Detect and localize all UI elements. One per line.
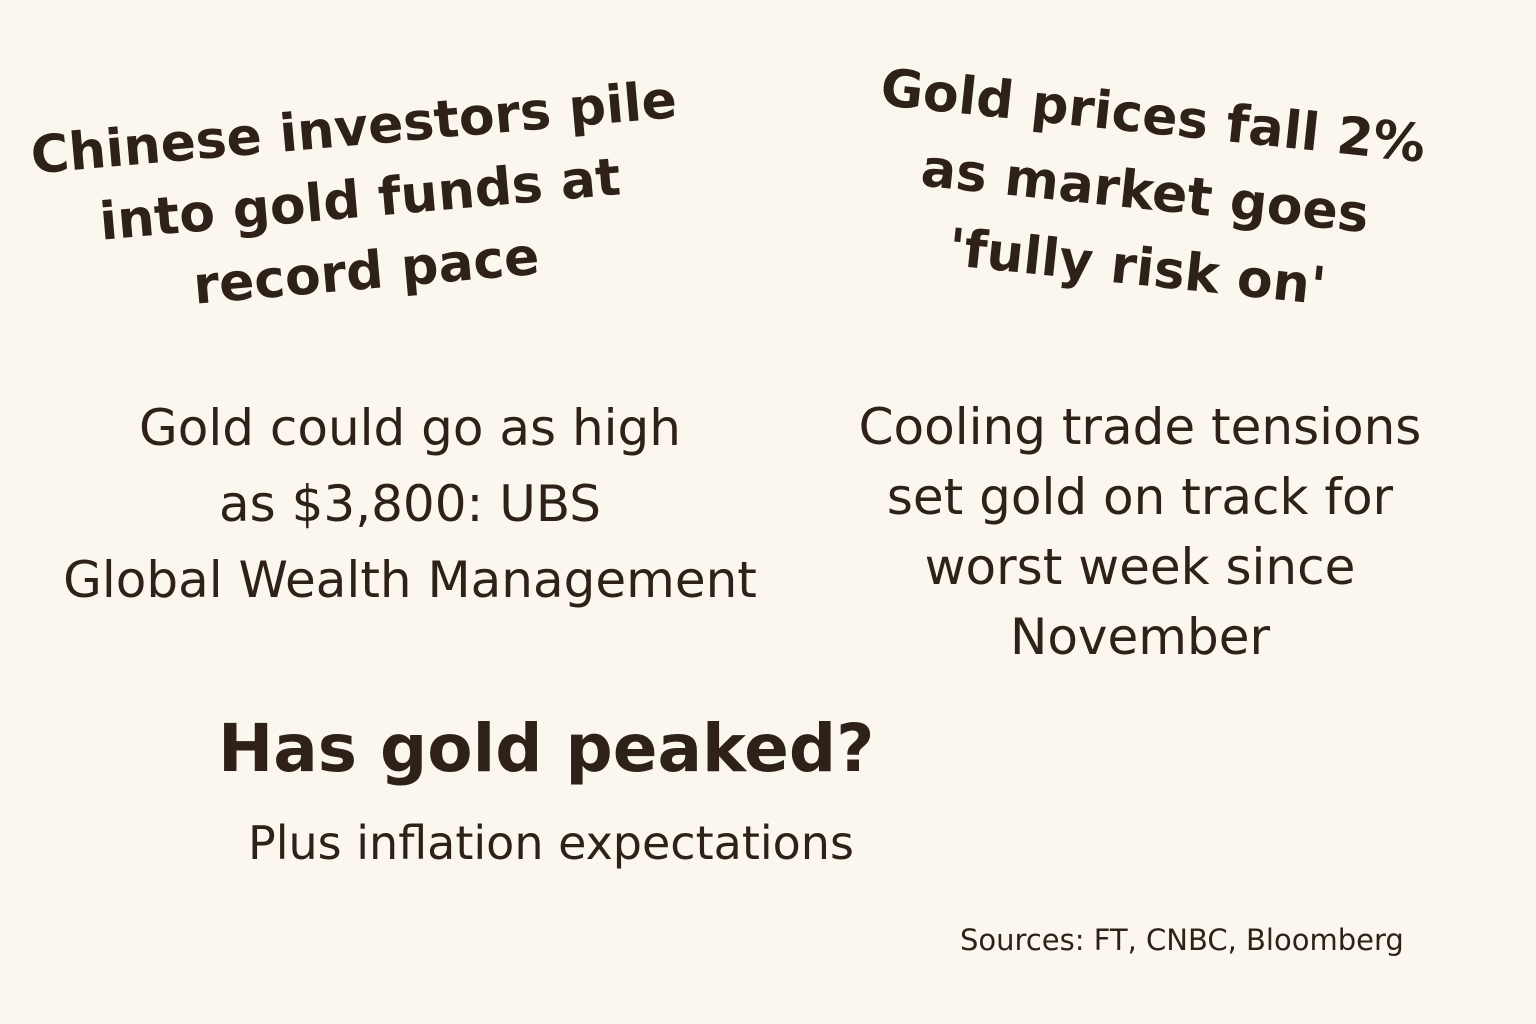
subtitle: Plus inflation expectations [248,816,854,870]
sources-credit: Sources: FT, CNBC, Bloomberg [960,923,1404,957]
headline-cooling-trade: Cooling trade tensions set gold on track… [858,398,1422,666]
headline-ubs-forecast: Gold could go as high as $3,800: UBS Glo… [63,399,757,609]
headline-gold-prices-fall: Gold prices fall 2% as market goes 'full… [877,57,1429,318]
headline-chinese-investors: Chinese investors pile into gold funds a… [28,70,680,317]
main-title: Has gold peaked? [218,710,875,787]
